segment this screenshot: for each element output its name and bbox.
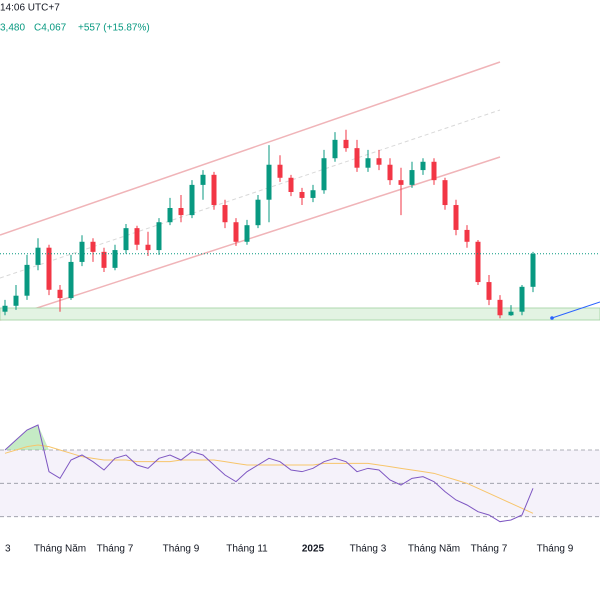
candle-body <box>189 184 195 216</box>
candle-body <box>486 282 492 300</box>
x-tick-label: Tháng 7 <box>97 544 134 555</box>
candle-body <box>46 247 52 290</box>
rsi-pane <box>0 424 600 523</box>
x-tick-label: Tháng Năm <box>408 544 460 555</box>
candle-body <box>2 305 8 312</box>
candle-body <box>178 208 184 216</box>
x-tick-label: Tháng 9 <box>163 544 200 555</box>
candle-body <box>167 208 173 223</box>
candle-body <box>387 164 393 181</box>
candle-body <box>299 192 305 198</box>
candle-body <box>13 295 19 306</box>
candle-body <box>156 222 162 251</box>
header-time: 14:06 UTC+7 <box>0 3 60 14</box>
header-low: 3,480 <box>0 23 25 34</box>
channel-upper <box>0 61 501 236</box>
candle-body <box>211 174 217 206</box>
support-zone <box>0 307 600 321</box>
candle-body <box>288 177 294 192</box>
rsi-line <box>4 424 534 523</box>
candle-body <box>409 170 415 185</box>
x-tick-label: 2025 <box>302 544 325 555</box>
candle-body <box>233 222 239 242</box>
candle-body <box>453 205 459 230</box>
x-tick-label: Tháng 3 <box>350 544 387 555</box>
candle-body <box>145 244 151 251</box>
candle-body <box>530 253 536 287</box>
candle-body <box>398 180 404 185</box>
rsi-overbought-fill <box>5 425 49 450</box>
candle-body <box>519 286 525 312</box>
rsi-ma-line <box>4 444 534 514</box>
candle-body <box>222 205 228 223</box>
candle-body <box>101 251 107 268</box>
candle-body <box>24 264 30 296</box>
candle-body <box>68 261 74 299</box>
x-tick-label: 3 <box>5 544 11 555</box>
candle-body <box>35 247 41 265</box>
x-tick-label: Tháng 9 <box>537 544 574 555</box>
candle-body <box>123 228 129 251</box>
candle-body <box>255 199 261 226</box>
candle-body <box>354 148 360 168</box>
candle-body <box>365 158 371 168</box>
candle-body <box>508 311 514 316</box>
candle-body <box>277 164 283 178</box>
candle-body <box>464 229 470 242</box>
candle-body <box>376 158 382 165</box>
candle-body <box>310 190 316 198</box>
candle-body <box>497 299 503 316</box>
candle-body <box>112 250 118 268</box>
candle-body <box>420 161 426 171</box>
header-close: C4,067 <box>34 23 67 34</box>
candle-body <box>134 228 140 245</box>
candle-body <box>475 241 481 283</box>
candle-body <box>244 225 250 242</box>
candle-body <box>79 241 85 262</box>
candle-body <box>442 180 448 206</box>
candle-body <box>266 164 272 200</box>
candle-body <box>431 161 437 181</box>
channel-lower <box>0 156 501 321</box>
price-pane <box>0 129 600 319</box>
projection-line <box>551 301 600 319</box>
candle-body <box>90 241 96 252</box>
candle-body <box>343 139 349 149</box>
header-change: +557 (+15.87%) <box>78 23 150 34</box>
x-tick-label: Tháng 7 <box>471 544 508 555</box>
candle-body <box>200 174 206 185</box>
candle-body <box>332 139 338 159</box>
candle-body <box>321 158 327 191</box>
candle-body <box>57 289 63 299</box>
x-tick-label: Tháng 11 <box>226 544 268 555</box>
x-tick-label: Tháng Năm <box>34 544 86 555</box>
projection-point <box>550 316 554 320</box>
